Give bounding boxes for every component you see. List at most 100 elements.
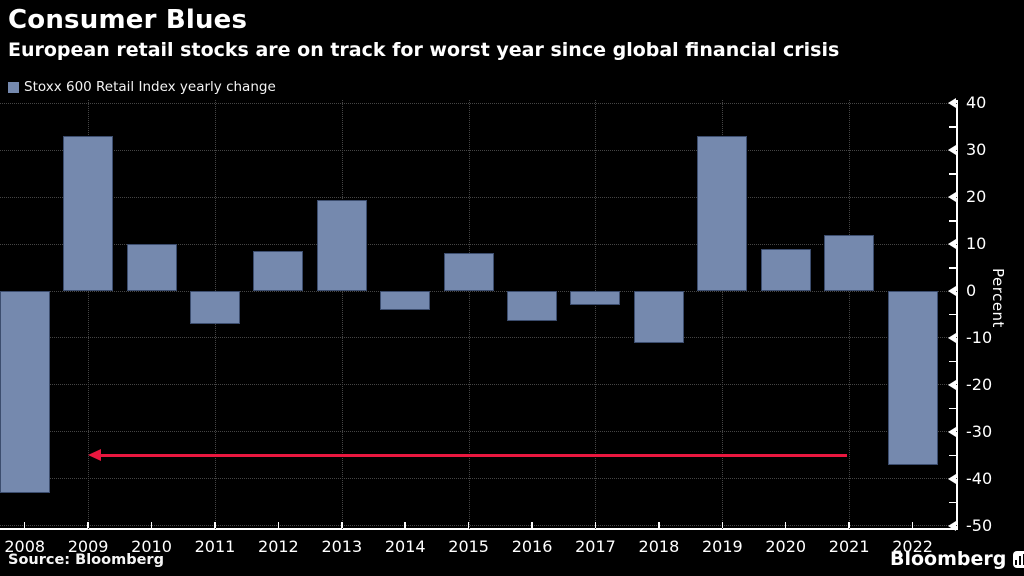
y-axis-title: Percent — [989, 268, 1007, 328]
y-tick-label-0: 0 — [966, 281, 977, 300]
y-tick-label--50: -50 — [966, 515, 993, 535]
y-minor-tick-15 — [949, 220, 956, 222]
y-minor-tick--15 — [949, 360, 956, 363]
bar-2015 — [443, 253, 494, 291]
y-axis-line — [956, 100, 958, 530]
gridline-v-2021 — [849, 100, 851, 529]
x-tick-label-2011: 2011 — [194, 537, 236, 556]
x-tick-2012 — [277, 522, 280, 528]
y-tick-label-10: 10 — [966, 234, 987, 254]
gridline-h-30 — [0, 149, 957, 151]
bar-2013 — [316, 199, 367, 291]
gridline-v-2019 — [722, 100, 724, 529]
x-tick-2010 — [150, 522, 153, 528]
x-tick-2015 — [467, 522, 470, 528]
y-tick-label-20: 20 — [966, 187, 987, 207]
x-tick-2017 — [594, 522, 597, 528]
gridline-h--20 — [0, 384, 957, 386]
y-major-tick-0 — [948, 286, 956, 296]
source-note: Source: Bloomberg — [8, 552, 164, 568]
x-tick-label-2016: 2016 — [511, 537, 553, 556]
x-tick-label-2009: 2009 — [67, 537, 109, 556]
bar-2020 — [760, 248, 811, 291]
x-tick-2011 — [214, 522, 216, 528]
bar-2012 — [253, 251, 304, 291]
gridline-v-2013 — [341, 100, 343, 529]
gridline-h--30 — [0, 431, 957, 433]
x-tick-label-2021: 2021 — [828, 537, 870, 556]
bar-2014 — [380, 291, 431, 310]
x-tick-2021 — [848, 522, 850, 528]
y-major-tick--30 — [948, 426, 956, 437]
bar-2009 — [63, 136, 114, 291]
x-tick-2014 — [404, 522, 406, 528]
bloomberg-wordmark: Bloomberg — [890, 548, 1007, 570]
gridline-h-40 — [0, 102, 957, 104]
trend-arrow-head-icon — [88, 449, 102, 462]
legend: Stoxx 600 Retail Index yearly change — [8, 79, 276, 95]
x-tick-label-2019: 2019 — [701, 537, 743, 556]
chart-title: Consumer Blues — [8, 5, 248, 35]
gridline-v-2017 — [595, 100, 597, 529]
y-tick-label-40: 40 — [966, 93, 987, 113]
gridline-h-10 — [0, 243, 957, 245]
bar-2016 — [507, 291, 558, 322]
x-tick-label-2015: 2015 — [448, 537, 489, 556]
gridline-h--50 — [0, 525, 957, 526]
chart-subtitle: European retail stocks are on track for … — [8, 39, 840, 61]
gridline-v-2009 — [88, 100, 90, 529]
x-tick-2018 — [658, 522, 660, 528]
y-minor-tick-35 — [949, 126, 956, 128]
y-tick-label--20: -20 — [966, 374, 993, 394]
y-minor-tick-5 — [949, 267, 956, 269]
y-tick-label--30: -30 — [966, 421, 993, 441]
legend-label: Stoxx 600 Retail Index yearly change — [24, 79, 276, 95]
x-tick-2019 — [721, 522, 724, 528]
legend-swatch-icon — [8, 81, 19, 93]
y-minor-tick-25 — [949, 173, 956, 175]
bar-2021 — [824, 234, 875, 291]
x-tick-label-2012: 2012 — [258, 537, 299, 556]
y-minor-tick--45 — [949, 501, 956, 504]
y-minor-tick--25 — [949, 407, 956, 410]
y-major-tick-30 — [948, 145, 956, 156]
gridline-h-20 — [0, 196, 957, 198]
x-tick-label-2022: 2022 — [892, 537, 933, 556]
bar-2017 — [570, 291, 621, 306]
x-tick-label-2008: 2008 — [4, 537, 46, 556]
bar-2022 — [887, 291, 938, 465]
x-tick-label-2013: 2013 — [321, 537, 363, 556]
x-tick-label-2014: 2014 — [384, 537, 426, 556]
bar-2019 — [697, 136, 748, 291]
bar-2010 — [126, 244, 177, 291]
gridline-h--10 — [0, 337, 957, 339]
gridline-h--40 — [0, 478, 957, 480]
y-major-tick-20 — [948, 192, 956, 203]
y-major-tick-10 — [948, 239, 956, 250]
x-tick-2009 — [87, 522, 89, 528]
y-major-tick-40 — [948, 98, 956, 109]
x-axis-line — [0, 528, 958, 530]
bloomberg-logo-icon — [1013, 550, 1024, 568]
x-tick-label-2018: 2018 — [638, 537, 680, 556]
y-tick-label-30: 30 — [966, 140, 987, 160]
x-tick-2016 — [531, 522, 533, 528]
x-tick-2020 — [784, 522, 787, 528]
y-tick-label--10: -10 — [966, 327, 993, 347]
y-tick-label--40: -40 — [966, 468, 993, 488]
x-tick-label-2020: 2020 — [765, 537, 807, 556]
x-tick-label-2010: 2010 — [131, 537, 172, 556]
bar-2008 — [0, 291, 50, 493]
x-tick-label-2017: 2017 — [575, 537, 616, 556]
y-major-tick--40 — [948, 473, 956, 484]
x-tick-2022 — [911, 522, 914, 528]
y-minor-tick--5 — [949, 313, 956, 316]
gridline-h-0 — [0, 290, 957, 292]
y-minor-tick--35 — [949, 454, 956, 457]
y-major-tick--20 — [948, 379, 956, 390]
y-major-tick--50 — [948, 520, 956, 531]
bar-2011 — [189, 291, 240, 324]
x-tick-2013 — [341, 522, 343, 528]
trend-arrow-line — [99, 453, 848, 457]
